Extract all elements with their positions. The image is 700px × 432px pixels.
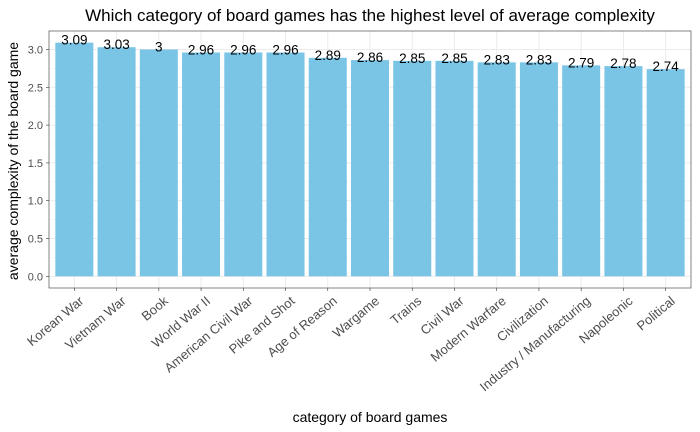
data-label: 3.09 — [61, 33, 87, 48]
bar — [308, 57, 347, 277]
y-tick-label: 1.0 — [28, 196, 43, 208]
bar — [477, 62, 516, 277]
bar — [562, 65, 601, 277]
data-label: 2.96 — [188, 43, 214, 58]
data-label: 2.85 — [441, 51, 467, 66]
bar — [646, 69, 685, 277]
bar — [224, 52, 263, 277]
y-tick-label: 3.0 — [28, 44, 43, 56]
y-tick-label: 0.5 — [28, 234, 43, 246]
y-axis-title: average complexity of the board game — [5, 42, 21, 280]
x-tick-label: Book — [139, 293, 172, 324]
x-tick-label: Modern Warfare — [428, 293, 509, 365]
data-label: 2.86 — [357, 50, 383, 65]
data-label: 2.79 — [568, 55, 594, 70]
y-tick-label: 1.5 — [28, 158, 43, 170]
bar — [604, 66, 643, 277]
y-tick-label: 2.0 — [28, 120, 43, 132]
data-label: 2.96 — [272, 43, 298, 58]
bar — [97, 47, 136, 277]
data-label: 2.85 — [399, 51, 425, 66]
x-tick-label: Political — [634, 293, 678, 333]
chart-title: Which category of board games has the hi… — [85, 6, 655, 25]
data-label: 2.78 — [610, 56, 636, 71]
y-tick-label: 0.0 — [28, 271, 43, 283]
y-tick-label: 2.5 — [28, 82, 43, 94]
bar — [393, 60, 432, 277]
data-label: 2.83 — [526, 52, 552, 67]
x-axis-title: category of board games — [293, 409, 448, 425]
bars — [55, 42, 685, 277]
data-label: 2.83 — [484, 52, 510, 67]
x-tick-label: Trains — [387, 293, 424, 328]
data-label: 3 — [155, 39, 163, 54]
bar — [55, 42, 94, 277]
bar — [182, 52, 221, 277]
data-label: 2.96 — [230, 43, 256, 58]
x-tick-label: Wargame — [330, 293, 382, 340]
data-label: 2.74 — [653, 59, 680, 74]
bar — [435, 60, 474, 277]
data-label: 2.89 — [315, 48, 341, 63]
data-label: 3.03 — [103, 37, 129, 52]
data-labels: 3.09 3.03 3 2.96 2.96 2.96 2.89 2.86 2.85 2.85 2.8… — [61, 33, 679, 74]
bar — [519, 62, 558, 277]
bar — [266, 52, 305, 277]
bar — [139, 49, 178, 277]
y-axis: 0.0 0.5 1.0 1.5 2.0 2.5 3.0 — [28, 44, 49, 283]
bar — [350, 60, 390, 277]
